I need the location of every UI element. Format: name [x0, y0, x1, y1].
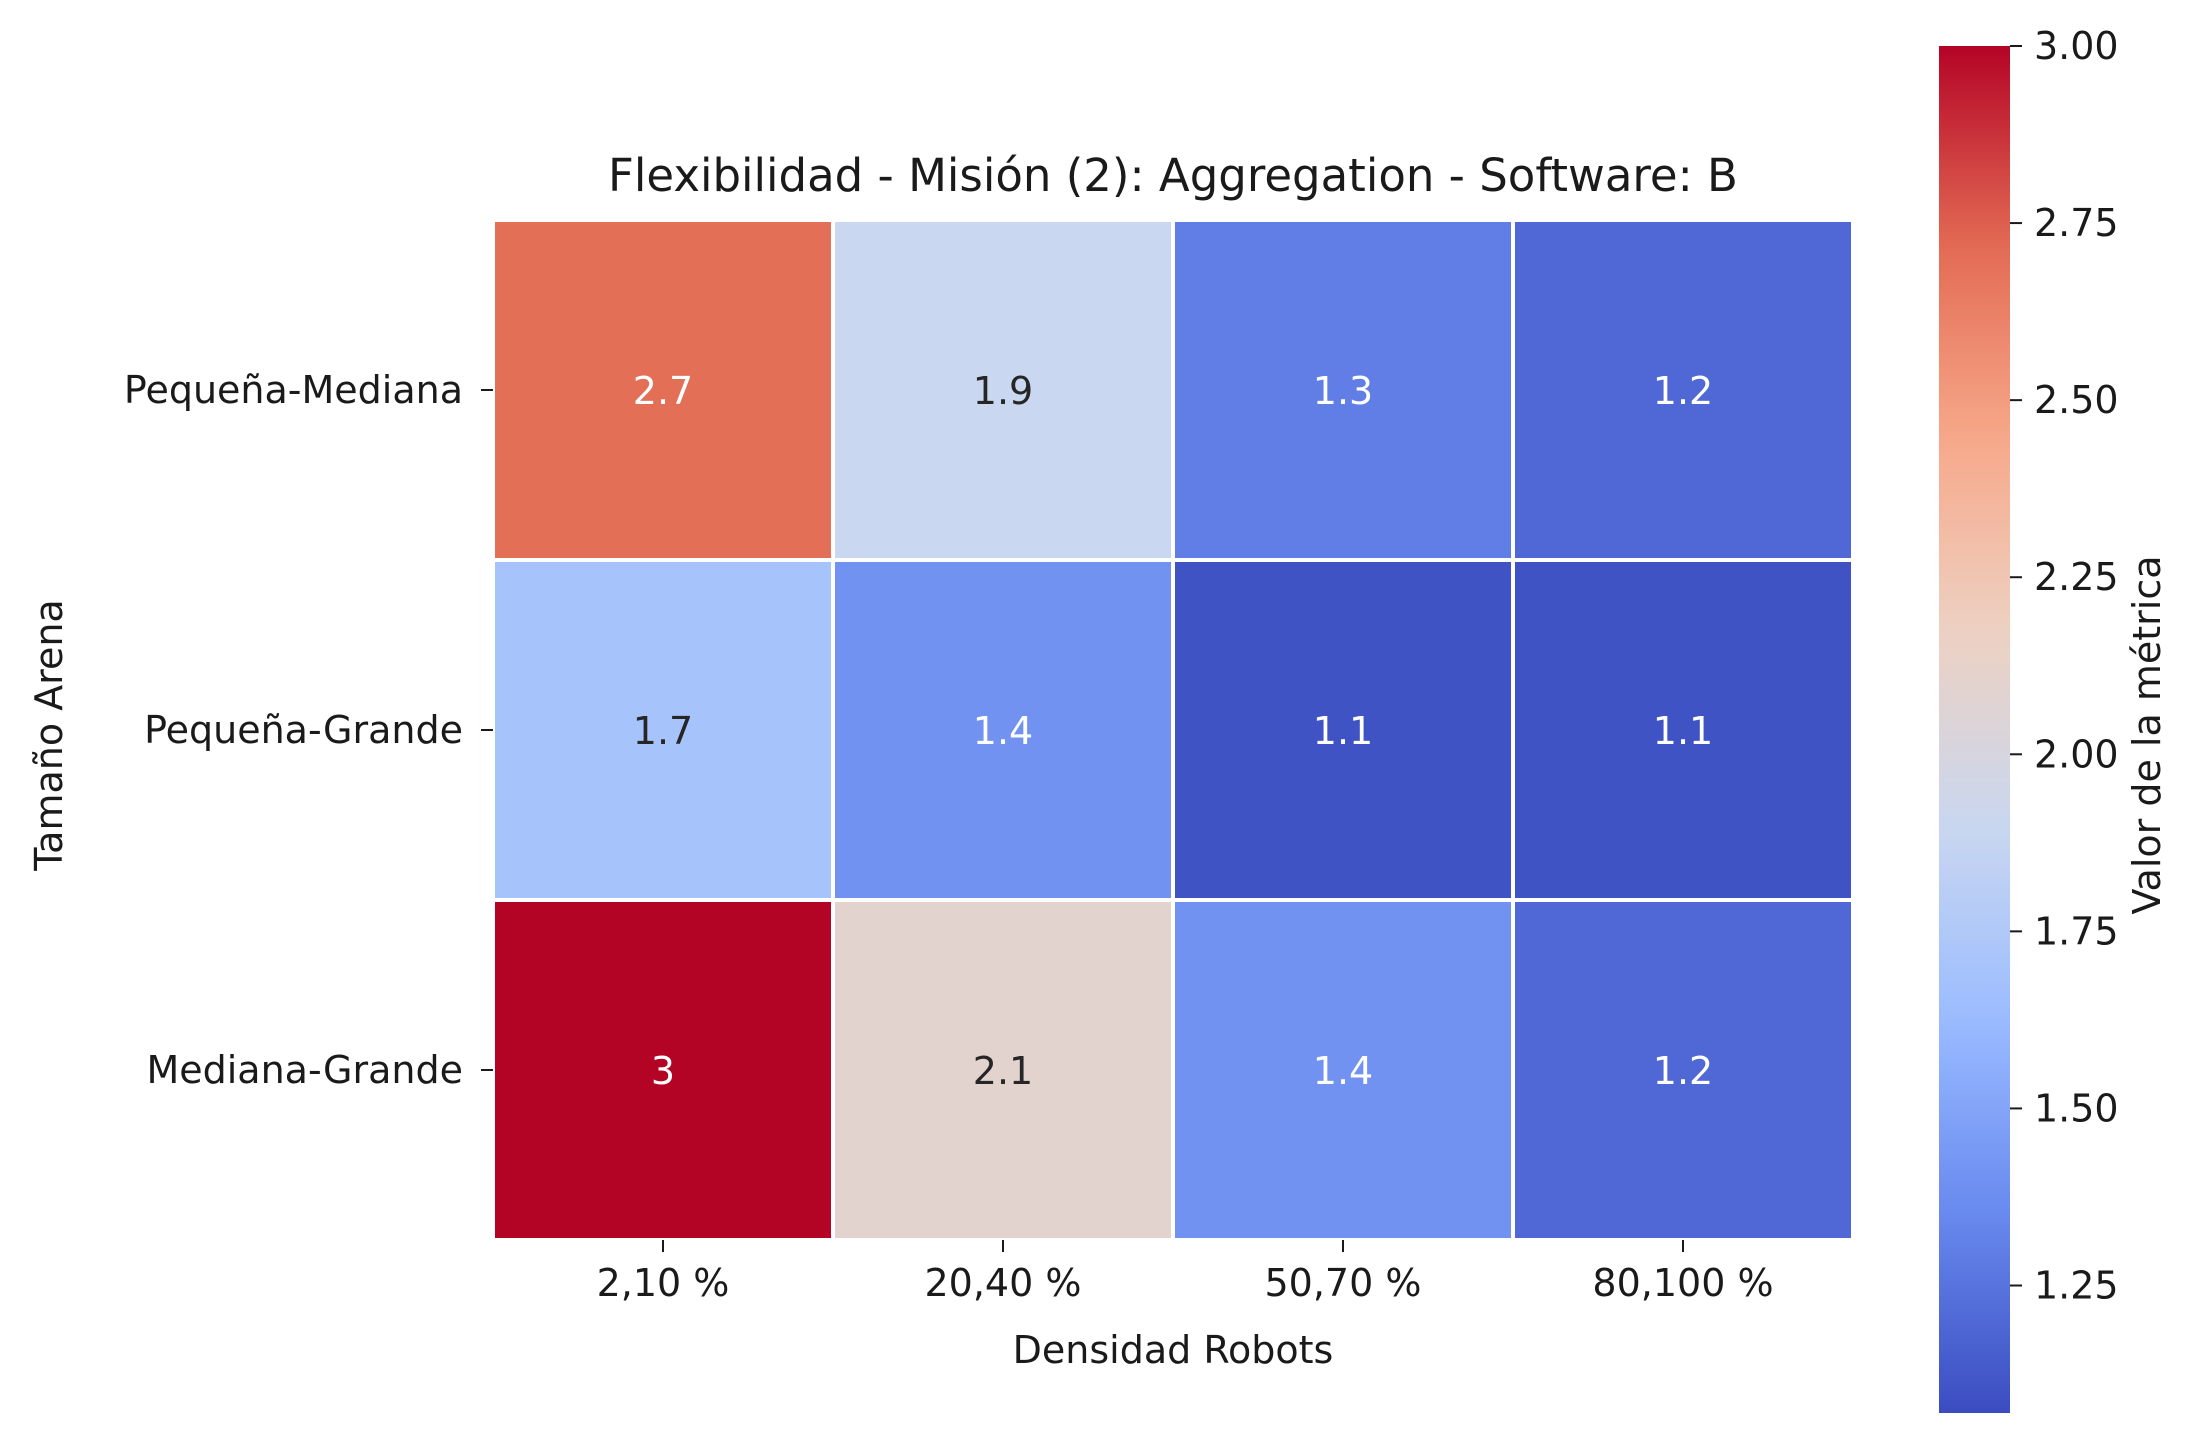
cell-value-label: 1.1 — [1313, 709, 1373, 753]
cell-value-label: 1.4 — [1313, 1049, 1373, 1093]
colorbar-gradient — [1939, 46, 2010, 1413]
cell-value-label: 1.2 — [1653, 1049, 1713, 1093]
cell-value-label: 1.9 — [973, 369, 1033, 413]
colorbar-label: Valor de la métrica — [2125, 556, 2169, 915]
colorbar-tick-label: 2.50 — [2034, 378, 2119, 422]
x-tick-label: 20,40 % — [925, 1261, 1082, 1305]
colorbar: 1.25 1.50 1.75 2.00 2.25 2.50 2.75 3.00 — [1939, 24, 2119, 1413]
y-tick-label: Pequeña-Mediana — [124, 368, 463, 412]
y-tick-label: Pequeña-Grande — [144, 708, 463, 752]
chart-title: Flexibilidad - Misión (2): Aggregation -… — [608, 149, 1738, 202]
colorbar-tick-label: 2.25 — [2034, 555, 2119, 599]
cell-value-label: 1.2 — [1653, 369, 1713, 413]
heatmap-cell — [831, 898, 1175, 1242]
cell-value-label: 1.4 — [973, 709, 1033, 753]
colorbar-tick-label: 1.75 — [2034, 909, 2119, 953]
cell-value-label: 2.7 — [633, 369, 693, 413]
heatmap-cell — [1171, 218, 1515, 562]
cell-value-label: 1.7 — [633, 709, 693, 753]
cell-value-label: 2.1 — [973, 1049, 1033, 1093]
x-tick-label: 2,10 % — [597, 1261, 730, 1305]
cell-value-label: 1.3 — [1313, 369, 1373, 413]
y-axis-label: Tamaño Arena — [27, 599, 71, 871]
heatmap-cell — [491, 558, 835, 902]
x-tick-label: 80,100 % — [1592, 1261, 1773, 1305]
heatmap-cells: 2.7 1.9 1.3 1.2 1.7 1.4 1.1 1.1 3 2.1 1.4 1.2 — [491, 218, 1855, 1242]
heatmap-cell — [831, 218, 1175, 562]
heatmap-cell — [1511, 558, 1855, 902]
colorbar-tick-label: 2.75 — [2034, 201, 2119, 245]
heatmap-cell — [1511, 898, 1855, 1242]
heatmap-cell — [491, 218, 835, 562]
cell-value-label: 3 — [651, 1049, 675, 1093]
colorbar-tick-label: 2.00 — [2034, 732, 2119, 776]
heatmap-cell — [831, 558, 1175, 902]
colorbar-tick-label: 1.25 — [2034, 1264, 2119, 1308]
colorbar-tick-label: 3.00 — [2034, 24, 2119, 68]
heatmap-axes: 2,10 % 20,40 % 50,70 % 80,100 % Pequeña-Medi… — [124, 368, 1774, 1305]
y-tick-label: Mediana-Grande — [146, 1048, 463, 1092]
heatmap-cell — [1511, 218, 1855, 562]
cell-value-label: 1.1 — [1653, 709, 1713, 753]
x-axis-label: Densidad Robots — [1013, 1328, 1334, 1372]
colorbar-tick-label: 1.50 — [2034, 1086, 2119, 1130]
x-tick-label: 50,70 % — [1265, 1261, 1422, 1305]
